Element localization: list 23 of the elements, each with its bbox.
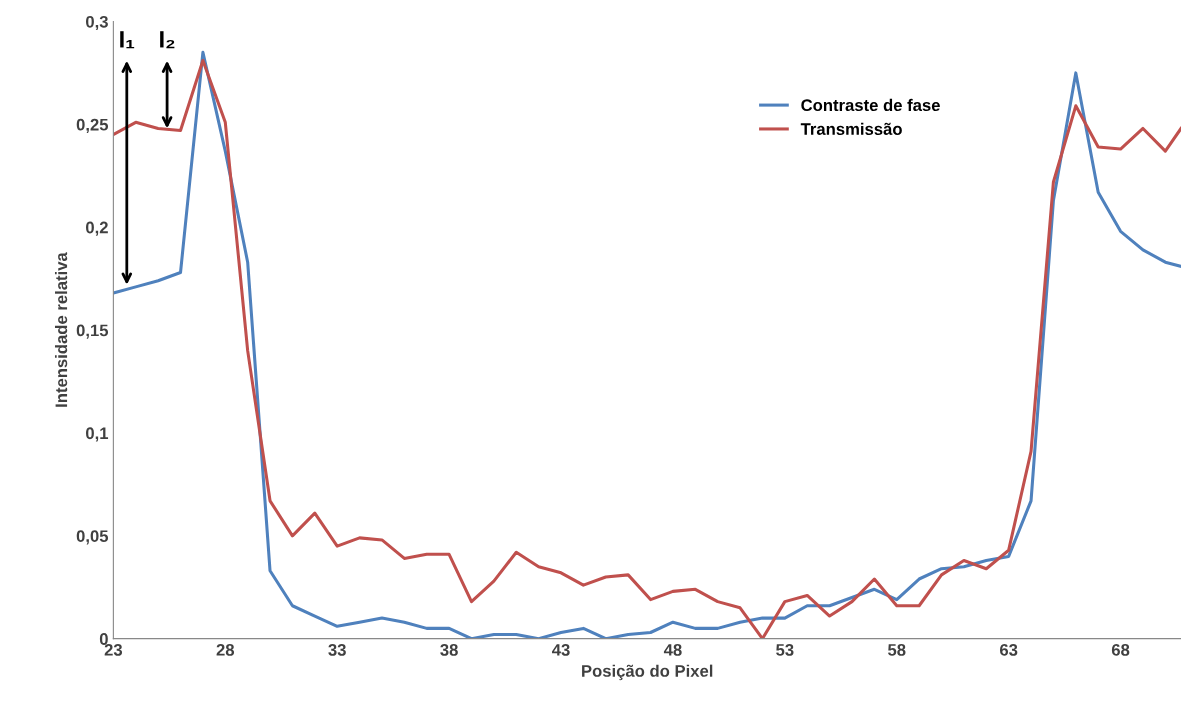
x-axis-title: Posição do Pixel xyxy=(582,664,713,681)
y-tick-label: 0 xyxy=(99,633,108,645)
x-tick-label: 28 xyxy=(216,643,235,656)
y-tick-label: 0,2 xyxy=(86,221,108,236)
y-tick-label: 0,3 xyxy=(86,15,108,31)
y-tick-label: 0,25 xyxy=(76,118,109,133)
x-tick-label: 63 xyxy=(1000,643,1018,656)
x-tick-label: 48 xyxy=(663,643,682,656)
x-tick-label: 68 xyxy=(1111,643,1130,656)
y-axis-title: Intensidade relativa xyxy=(54,252,68,407)
x-tick-label: 23 xyxy=(104,643,123,656)
x-tick-label: 43 xyxy=(552,643,570,656)
y-tick-label: 0,05 xyxy=(76,530,109,545)
annotation: I₂ xyxy=(160,31,175,49)
x-tick-label: 58 xyxy=(887,643,906,656)
x-tick-label: 38 xyxy=(440,643,458,656)
y-tick-label: 0,1 xyxy=(86,427,109,442)
legend-label: Contraste de fase xyxy=(801,98,940,112)
legend-label: Transmissão xyxy=(800,122,902,135)
annotation: I₁ xyxy=(120,31,135,49)
x-tick-label: 53 xyxy=(776,643,794,656)
x-tick-label: 33 xyxy=(328,643,346,656)
y-tick-label: 0,15 xyxy=(76,324,109,339)
